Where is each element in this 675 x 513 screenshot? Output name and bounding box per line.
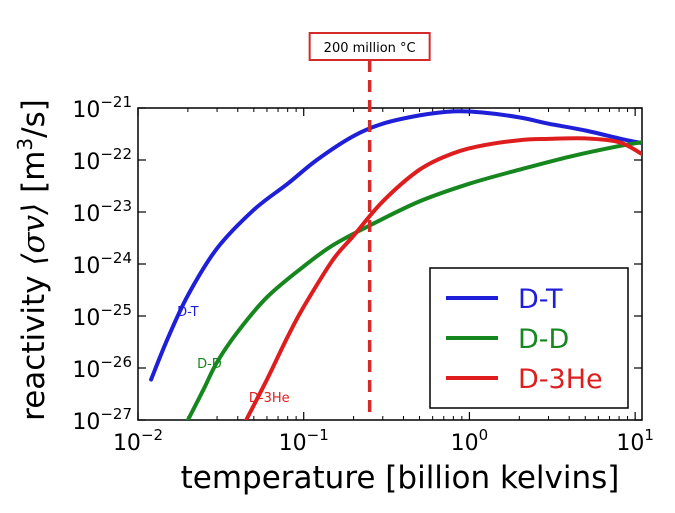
- legend-label-d-3he: D-3He: [518, 364, 603, 395]
- legend-label-d-t: D-T: [518, 284, 563, 315]
- temperature-marker-label: 200 million °C: [324, 41, 416, 56]
- x-tick-label: 100: [451, 426, 489, 456]
- series-line-d-3he: [244, 136, 642, 420]
- y-tick-label: 10−22: [72, 145, 132, 175]
- curves-group: [149, 109, 642, 420]
- y-axis-title: reactivity ⟨σv⟩ [m3/s]: [13, 99, 52, 421]
- x-tick-label: 10−2: [113, 426, 163, 456]
- y-tick-label: 10−26: [72, 353, 132, 383]
- series-inline-label-d-d: D-D: [197, 357, 222, 372]
- x-axis-title: temperature [billion kelvins]: [181, 460, 620, 496]
- legend: D-T D-D D-3He: [429, 267, 629, 409]
- series-inline-label-d-t: D-T: [177, 305, 199, 320]
- legend-label-d-d: D-D: [518, 324, 569, 355]
- series-line-d-t: [149, 109, 642, 382]
- x-tick-label: 101: [616, 426, 654, 456]
- y-tick-label: 10−21: [72, 93, 132, 123]
- series-line-d-d: [185, 140, 642, 420]
- series-inline-label-d-3he: D-3He: [249, 391, 290, 406]
- temperature-marker-box: [308, 32, 431, 61]
- y-tick-label: 10−24: [72, 249, 132, 279]
- y-tick-label: 10−27: [72, 405, 132, 435]
- x-tick-label: 10−1: [279, 426, 329, 456]
- y-tick-label: 10−25: [72, 301, 132, 331]
- y-tick-label: 10−23: [72, 197, 132, 227]
